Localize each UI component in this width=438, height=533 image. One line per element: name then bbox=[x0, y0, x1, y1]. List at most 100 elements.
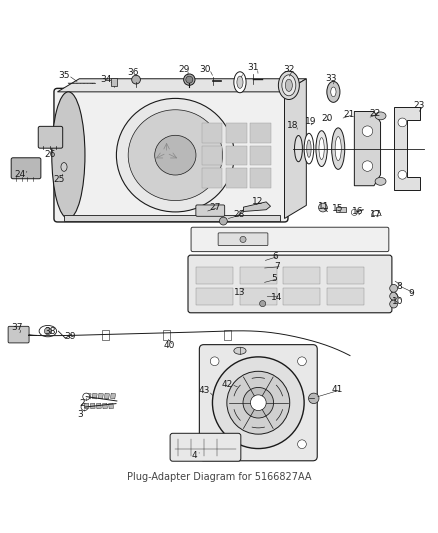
Circle shape bbox=[297, 440, 306, 449]
Text: 16: 16 bbox=[352, 207, 364, 216]
Text: 25: 25 bbox=[53, 175, 64, 184]
Bar bbox=[201, 123, 223, 142]
Polygon shape bbox=[285, 79, 306, 219]
Circle shape bbox=[362, 126, 373, 136]
Bar bbox=[110, 393, 116, 399]
FancyBboxPatch shape bbox=[11, 158, 41, 179]
Text: 40: 40 bbox=[163, 342, 175, 351]
Ellipse shape bbox=[375, 112, 386, 120]
Ellipse shape bbox=[331, 87, 336, 96]
Bar bbox=[102, 403, 107, 409]
Text: 32: 32 bbox=[283, 64, 294, 74]
Text: 36: 36 bbox=[127, 68, 138, 77]
Text: 23: 23 bbox=[413, 101, 425, 110]
Bar bbox=[111, 78, 117, 86]
Bar bbox=[336, 207, 346, 212]
Text: 6: 6 bbox=[272, 252, 278, 261]
Text: 28: 28 bbox=[233, 209, 245, 219]
Circle shape bbox=[390, 300, 398, 308]
Text: 18: 18 bbox=[286, 120, 298, 130]
Circle shape bbox=[390, 285, 398, 292]
Ellipse shape bbox=[307, 140, 311, 157]
Ellipse shape bbox=[327, 82, 340, 102]
Text: 8: 8 bbox=[396, 282, 402, 291]
FancyBboxPatch shape bbox=[199, 345, 317, 461]
Bar bbox=[163, 330, 170, 340]
Bar bbox=[226, 123, 247, 142]
Ellipse shape bbox=[375, 177, 386, 185]
Circle shape bbox=[44, 328, 51, 335]
Bar bbox=[84, 403, 89, 409]
Text: 29: 29 bbox=[178, 64, 190, 74]
Text: Plug-Adapter Diagram for 5166827AA: Plug-Adapter Diagram for 5166827AA bbox=[127, 472, 311, 482]
Circle shape bbox=[398, 118, 407, 127]
Bar bbox=[201, 168, 223, 188]
Circle shape bbox=[210, 357, 219, 366]
Ellipse shape bbox=[128, 110, 223, 200]
Circle shape bbox=[212, 357, 304, 449]
Ellipse shape bbox=[319, 138, 324, 159]
Polygon shape bbox=[57, 79, 306, 92]
Ellipse shape bbox=[286, 79, 292, 92]
Bar bbox=[283, 288, 320, 305]
Bar bbox=[196, 268, 233, 284]
Text: 4: 4 bbox=[192, 451, 198, 461]
Text: 34: 34 bbox=[100, 75, 111, 84]
Text: 12: 12 bbox=[252, 197, 263, 206]
Text: 22: 22 bbox=[370, 109, 381, 118]
Circle shape bbox=[351, 209, 357, 215]
Bar bbox=[96, 403, 101, 409]
Bar bbox=[104, 393, 110, 399]
Bar bbox=[250, 123, 271, 142]
FancyBboxPatch shape bbox=[196, 205, 225, 216]
FancyBboxPatch shape bbox=[188, 255, 392, 313]
Bar bbox=[196, 288, 233, 305]
Ellipse shape bbox=[304, 133, 314, 164]
Text: 33: 33 bbox=[325, 74, 336, 83]
FancyBboxPatch shape bbox=[191, 227, 389, 252]
Circle shape bbox=[186, 76, 193, 83]
Text: 5: 5 bbox=[271, 274, 277, 283]
Text: 10: 10 bbox=[392, 297, 404, 306]
Bar bbox=[240, 268, 277, 284]
Text: 3: 3 bbox=[77, 409, 83, 418]
FancyBboxPatch shape bbox=[218, 233, 268, 246]
Circle shape bbox=[132, 75, 141, 84]
Circle shape bbox=[308, 393, 319, 403]
Text: 27: 27 bbox=[209, 203, 220, 212]
Ellipse shape bbox=[234, 348, 246, 354]
Circle shape bbox=[398, 171, 407, 179]
Bar bbox=[283, 268, 320, 284]
Ellipse shape bbox=[61, 163, 67, 171]
Ellipse shape bbox=[237, 76, 243, 88]
Bar bbox=[226, 168, 247, 188]
Text: 7: 7 bbox=[275, 262, 280, 271]
Ellipse shape bbox=[117, 99, 234, 212]
Circle shape bbox=[390, 292, 398, 300]
Text: 9: 9 bbox=[408, 289, 414, 298]
Text: 38: 38 bbox=[44, 327, 55, 336]
Circle shape bbox=[219, 217, 227, 225]
Ellipse shape bbox=[39, 326, 57, 337]
Ellipse shape bbox=[335, 136, 341, 160]
Text: 17: 17 bbox=[371, 211, 382, 220]
Text: 11: 11 bbox=[318, 202, 329, 211]
Text: 30: 30 bbox=[199, 64, 211, 74]
FancyBboxPatch shape bbox=[170, 433, 241, 461]
Text: 2: 2 bbox=[79, 399, 85, 408]
Text: 31: 31 bbox=[247, 63, 259, 72]
FancyBboxPatch shape bbox=[38, 126, 63, 148]
Text: 15: 15 bbox=[332, 204, 343, 213]
Text: 21: 21 bbox=[343, 110, 355, 119]
Circle shape bbox=[81, 403, 88, 410]
Bar bbox=[92, 393, 97, 399]
Circle shape bbox=[210, 440, 219, 449]
Bar bbox=[109, 403, 113, 409]
Circle shape bbox=[260, 301, 266, 306]
Text: 24: 24 bbox=[15, 171, 26, 179]
Circle shape bbox=[83, 393, 90, 400]
Polygon shape bbox=[354, 111, 381, 185]
Polygon shape bbox=[394, 107, 420, 190]
Text: 43: 43 bbox=[198, 386, 210, 395]
Bar bbox=[250, 168, 271, 188]
